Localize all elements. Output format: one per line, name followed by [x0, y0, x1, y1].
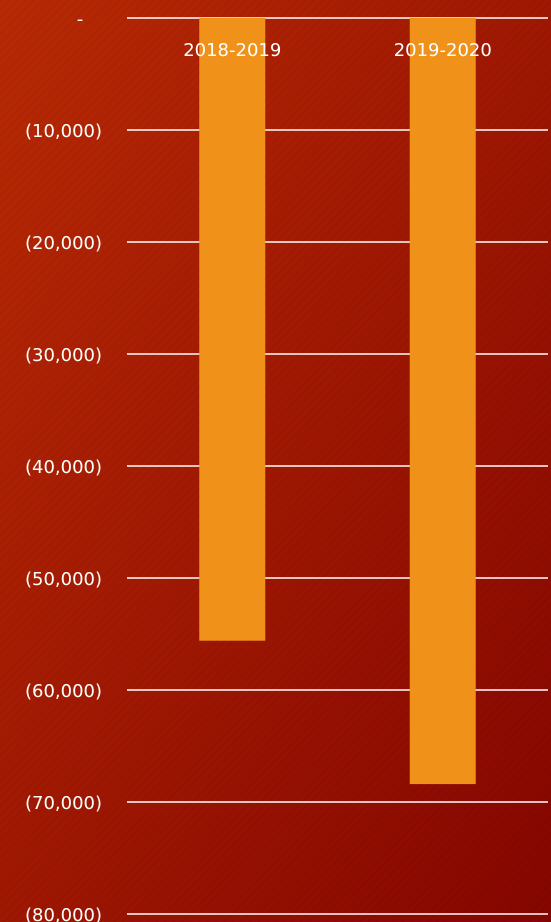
gridlines	[127, 17, 548, 915]
category-label: 2019-2020	[394, 40, 492, 61]
y-axis-tick-labels: - (10,000) (20,000) (30,000) (40,000) (50,000…	[25, 9, 102, 922]
bar-2019-2020	[409, 18, 476, 785]
y-tick-label: (20,000)	[25, 233, 102, 254]
y-tick-label: (80,000)	[25, 905, 102, 922]
y-tick-label: (70,000)	[25, 793, 102, 814]
category-label: 2018-2019	[183, 40, 281, 61]
y-tick-label: -	[77, 9, 84, 30]
y-tick-label: (40,000)	[25, 457, 102, 478]
category-labels: 2018-2019 2019-2020	[183, 40, 492, 61]
y-tick-label: (10,000)	[25, 121, 102, 142]
y-tick-label: (30,000)	[25, 345, 102, 366]
y-tick-label: (50,000)	[25, 569, 102, 590]
y-tick-label: (60,000)	[25, 681, 102, 702]
bar-2018-2019	[199, 18, 266, 641]
bars	[199, 18, 476, 785]
